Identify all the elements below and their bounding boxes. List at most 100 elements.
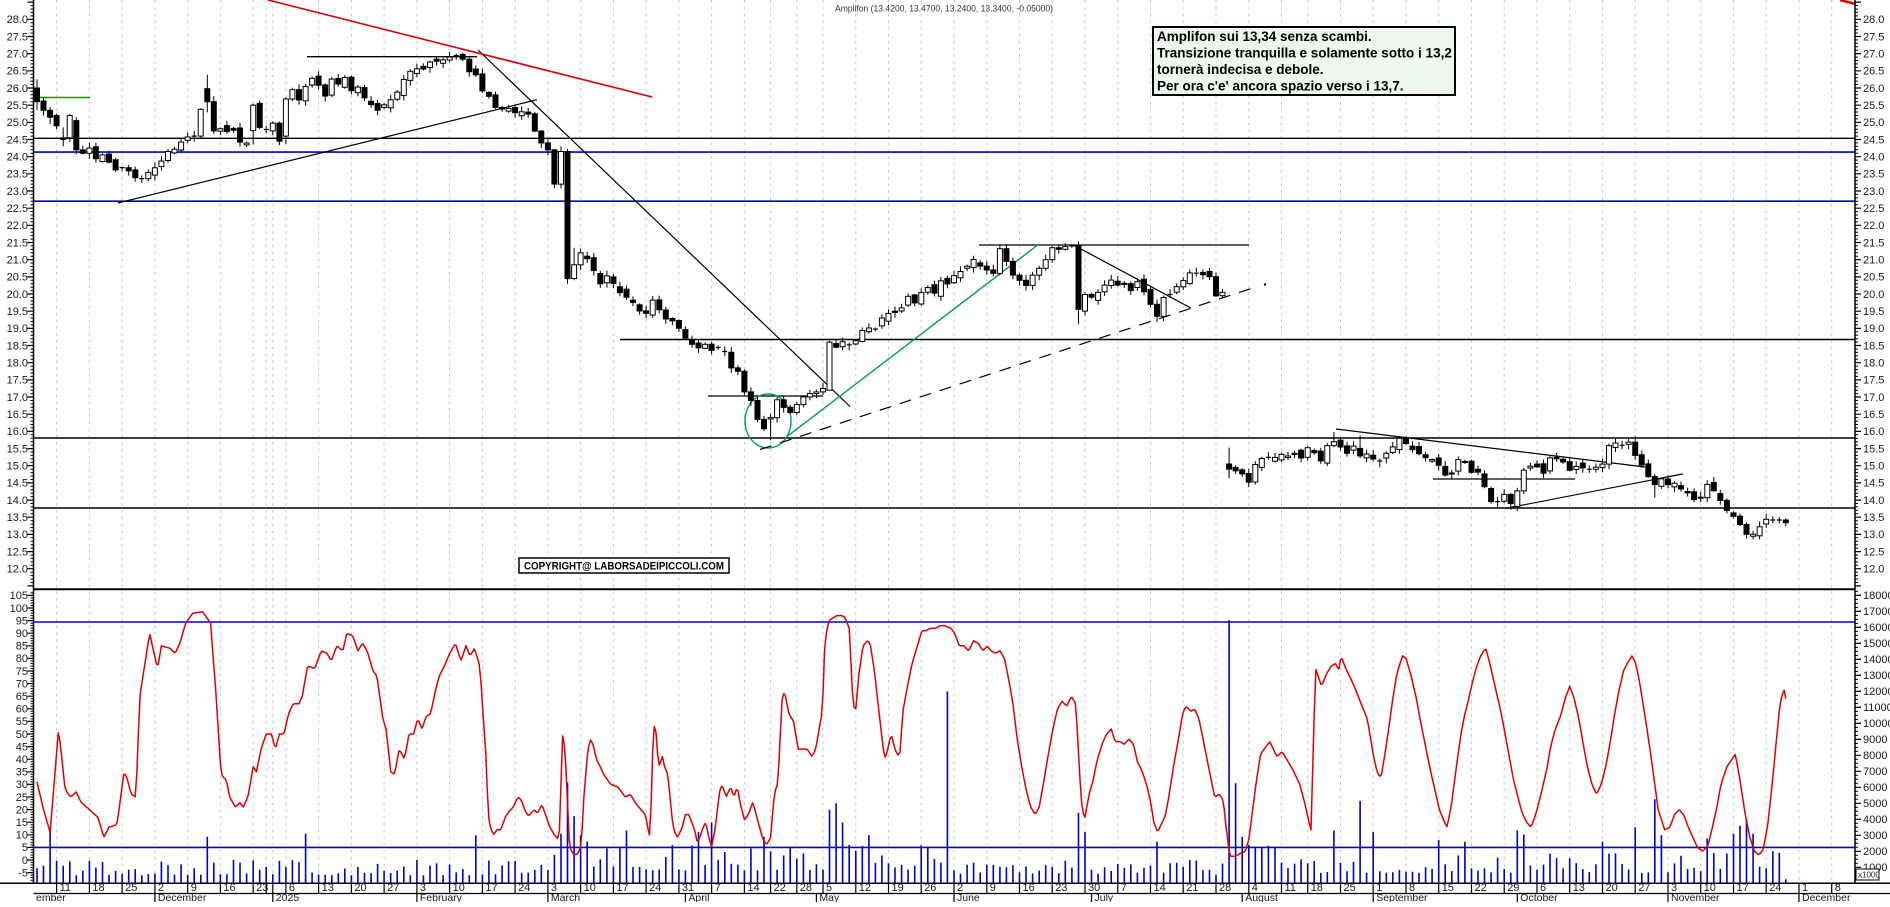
svg-text:85: 85: [16, 641, 28, 653]
svg-text:25.0: 25.0: [7, 117, 28, 129]
svg-text:29: 29: [1507, 882, 1519, 894]
svg-text:19.5: 19.5: [7, 306, 28, 318]
svg-text:8000: 8000: [1863, 750, 1887, 762]
svg-text:18000: 18000: [1863, 590, 1890, 602]
svg-text:17: 17: [616, 882, 628, 894]
svg-text:tornerà indecisa e debole.: tornerà indecisa e debole.: [1157, 62, 1324, 77]
svg-text:14000: 14000: [1863, 654, 1890, 666]
svg-text:16.5: 16.5: [7, 409, 28, 421]
svg-text:1: 1: [1802, 882, 1808, 894]
svg-text:15: 15: [1442, 882, 1454, 894]
svg-text:ember: ember: [36, 892, 66, 902]
svg-text:13.0: 13.0: [7, 529, 28, 541]
svg-text:19.5: 19.5: [1863, 306, 1884, 318]
svg-text:3000: 3000: [1863, 830, 1887, 842]
svg-text:5000: 5000: [1863, 798, 1887, 810]
svg-text:28: 28: [800, 882, 812, 894]
svg-text:22: 22: [774, 882, 786, 894]
svg-text:60: 60: [16, 704, 28, 716]
svg-text:December: December: [1802, 892, 1851, 902]
svg-text:27: 27: [387, 882, 399, 894]
svg-text:14: 14: [1154, 882, 1166, 894]
svg-text:25.0: 25.0: [1863, 117, 1884, 129]
svg-text:6: 6: [289, 882, 295, 894]
svg-text:6000: 6000: [1863, 782, 1887, 794]
svg-text:10: 10: [584, 882, 596, 894]
svg-text:13: 13: [322, 882, 334, 894]
svg-text:13.5: 13.5: [7, 512, 28, 524]
svg-text:3: 3: [551, 882, 557, 894]
svg-text:20: 20: [16, 804, 28, 816]
svg-text:65: 65: [16, 691, 28, 703]
svg-text:14.0: 14.0: [1863, 495, 1884, 507]
svg-text:9000: 9000: [1863, 734, 1887, 746]
svg-text:8: 8: [1835, 882, 1841, 894]
svg-text:13000: 13000: [1863, 670, 1890, 682]
svg-text:17.0: 17.0: [1863, 392, 1884, 404]
svg-text:50: 50: [16, 729, 28, 741]
svg-text:5: 5: [22, 842, 28, 854]
svg-text:25: 25: [1344, 882, 1356, 894]
svg-text:27.5: 27.5: [1863, 31, 1884, 43]
svg-text:30: 30: [1088, 882, 1100, 894]
svg-text:95: 95: [16, 615, 28, 627]
svg-text:21.5: 21.5: [7, 237, 28, 249]
svg-text:21: 21: [1186, 882, 1198, 894]
svg-text:14: 14: [747, 882, 759, 894]
svg-text:25: 25: [16, 792, 28, 804]
svg-text:25: 25: [125, 882, 137, 894]
svg-text:15.5: 15.5: [7, 443, 28, 455]
svg-text:25.5: 25.5: [7, 100, 28, 112]
svg-text:15.5: 15.5: [1863, 443, 1884, 455]
svg-text:12.0: 12.0: [7, 564, 28, 576]
svg-text:5: 5: [826, 882, 832, 894]
svg-text:16: 16: [1023, 882, 1035, 894]
svg-text:21.0: 21.0: [1863, 255, 1884, 267]
svg-text:105: 105: [10, 590, 28, 602]
svg-text:March: March: [551, 892, 580, 902]
svg-text:23: 23: [256, 882, 268, 894]
svg-text:20.5: 20.5: [7, 272, 28, 284]
svg-text:20.5: 20.5: [1863, 272, 1884, 284]
svg-text:24.5: 24.5: [1863, 134, 1884, 146]
svg-text:18.5: 18.5: [1863, 340, 1884, 352]
svg-text:24.0: 24.0: [7, 152, 28, 164]
svg-text:16.5: 16.5: [1863, 409, 1884, 421]
svg-text:23: 23: [1055, 882, 1067, 894]
svg-text:15000: 15000: [1863, 638, 1890, 650]
svg-text:12000: 12000: [1863, 686, 1890, 698]
svg-text:12.0: 12.0: [1863, 564, 1884, 576]
svg-text:27.5: 27.5: [7, 31, 28, 43]
svg-text:3: 3: [1671, 882, 1677, 894]
svg-text:15.0: 15.0: [1863, 461, 1884, 473]
svg-text:24: 24: [649, 882, 661, 894]
svg-text:10: 10: [453, 882, 465, 894]
svg-text:12: 12: [859, 882, 871, 894]
svg-text:6: 6: [1540, 882, 1546, 894]
svg-text:18.5: 18.5: [7, 340, 28, 352]
svg-text:15: 15: [16, 817, 28, 829]
svg-text:18: 18: [92, 882, 104, 894]
svg-text:19.0: 19.0: [7, 323, 28, 335]
svg-text:24: 24: [518, 882, 530, 894]
svg-text:December: December: [158, 892, 207, 902]
svg-text:4: 4: [1252, 882, 1258, 894]
svg-text:10: 10: [1704, 882, 1716, 894]
svg-text:12.5: 12.5: [1863, 546, 1884, 558]
svg-text:17: 17: [485, 882, 497, 894]
svg-text:24.0: 24.0: [1863, 152, 1884, 164]
svg-text:16.0: 16.0: [1863, 426, 1884, 438]
svg-text:18.0: 18.0: [7, 358, 28, 370]
svg-text:26: 26: [924, 882, 936, 894]
svg-text:October: October: [1520, 892, 1558, 902]
svg-text:35: 35: [16, 767, 28, 779]
svg-text:22.5: 22.5: [7, 203, 28, 215]
svg-text:2025: 2025: [276, 892, 300, 902]
svg-text:17.5: 17.5: [1863, 375, 1884, 387]
svg-text:28.0: 28.0: [7, 14, 28, 26]
svg-text:27.0: 27.0: [1863, 48, 1884, 60]
svg-text:16.0: 16.0: [7, 426, 28, 438]
svg-text:13: 13: [1573, 882, 1585, 894]
svg-text:11: 11: [60, 882, 71, 894]
svg-text:55: 55: [16, 716, 28, 728]
